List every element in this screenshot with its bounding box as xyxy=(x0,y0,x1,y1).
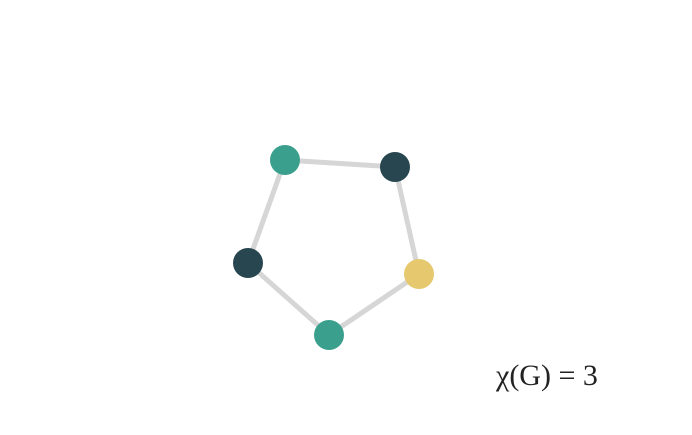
node-n2 xyxy=(380,152,410,182)
node-n5 xyxy=(233,248,263,278)
node-n3 xyxy=(404,259,434,289)
edge-n4-n5 xyxy=(245,260,332,338)
edge-n3-n4 xyxy=(326,271,422,338)
edge-n2-n3 xyxy=(392,164,422,277)
edge-n1-n2 xyxy=(282,157,398,170)
node-n4 xyxy=(314,320,344,350)
chromatic-number-label: χ(G) = 3 xyxy=(496,359,598,392)
nodes-layer xyxy=(233,145,434,350)
node-n1 xyxy=(270,145,300,175)
edges-layer xyxy=(245,157,422,338)
edge-n5-n1 xyxy=(245,157,288,266)
